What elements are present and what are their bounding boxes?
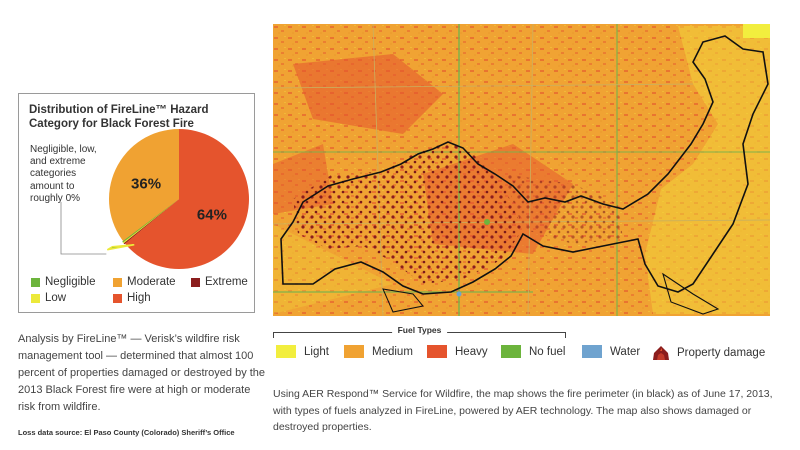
pie-slice-moderate bbox=[109, 129, 179, 244]
water-swatch bbox=[582, 345, 602, 358]
property-damage-icon bbox=[653, 346, 669, 360]
legend-swatch bbox=[191, 277, 200, 287]
loss-data-source: Loss data source: El Paso County (Colora… bbox=[18, 428, 235, 437]
fuel-legend-label: Medium bbox=[372, 345, 413, 358]
legend-swatch bbox=[31, 293, 40, 303]
fuel-legend-heavy: Heavy bbox=[427, 345, 488, 358]
fuel-legend-property-damage: Property damage bbox=[651, 345, 765, 361]
fuel-types-header: Fuel Types bbox=[273, 325, 566, 339]
legend-label: Moderate bbox=[127, 276, 176, 288]
map-caption: Using AER Respond™ Service for Wildfire,… bbox=[273, 388, 773, 433]
legend-item-moderate: Moderate bbox=[113, 276, 176, 288]
legend-item-negligible: Negligible bbox=[31, 276, 96, 288]
fuel-legend-light: Light bbox=[276, 345, 329, 358]
legend-item-high: High bbox=[113, 292, 151, 304]
light-fuel-swatch bbox=[276, 345, 296, 358]
legend-swatch bbox=[31, 277, 40, 287]
legend-label: Negligible bbox=[45, 276, 96, 288]
pie-slice-high bbox=[125, 129, 249, 269]
chart-title: Distribution of FireLine™ Hazard Categor… bbox=[29, 104, 209, 130]
fuel-types-title: Fuel Types bbox=[391, 325, 448, 335]
fuel-type-map bbox=[273, 24, 770, 316]
legend-swatch bbox=[113, 277, 122, 287]
fuel-types-legend: Light Medium Heavy No fuel Water Propert… bbox=[276, 345, 776, 365]
legend-item-low: Low bbox=[31, 292, 66, 304]
pie-slice-extreme bbox=[123, 199, 179, 245]
legend-label: Low bbox=[45, 292, 67, 304]
fuel-legend-no-fuel: No fuel bbox=[501, 345, 565, 358]
legend-item-extreme: Extreme bbox=[191, 276, 248, 288]
hazard-pie-card: Distribution of FireLine™ Hazard Categor… bbox=[18, 93, 255, 313]
fuel-legend-label: Light bbox=[304, 345, 329, 358]
pie-label-high: 64% bbox=[197, 206, 227, 223]
fuel-legend-water: Water bbox=[582, 345, 640, 358]
fuel-legend-label: Heavy bbox=[455, 345, 488, 358]
fuel-map-image bbox=[273, 24, 770, 316]
fuel-legend-label: Property damage bbox=[677, 347, 766, 359]
heavy-fuel-swatch bbox=[427, 345, 447, 358]
legend-label: Extreme bbox=[205, 276, 248, 288]
left-caption: Analysis by FireLine™ — Verisk’s wildfir… bbox=[18, 333, 266, 413]
pie-label-moderate: 36% bbox=[131, 176, 161, 193]
fuel-legend-label: Water bbox=[610, 345, 641, 358]
chart-annotation: Negligible, low, and extreme categories … bbox=[30, 144, 97, 204]
pie-slice-negligible bbox=[122, 199, 179, 243]
legend-swatch bbox=[113, 293, 122, 303]
pie-chart: 36% 64% bbox=[60, 129, 249, 269]
legend-label: High bbox=[127, 292, 151, 304]
annotation-leader-line bbox=[60, 202, 107, 255]
fuel-types-rule-tick bbox=[565, 332, 566, 338]
fuel-types-rule-tick bbox=[273, 332, 274, 338]
medium-fuel-swatch bbox=[344, 345, 364, 358]
fuel-legend-medium: Medium bbox=[344, 345, 413, 358]
zero-percent-slices-marker bbox=[106, 243, 135, 251]
no-fuel-swatch bbox=[501, 345, 521, 358]
pie-slice-low bbox=[122, 199, 179, 244]
fuel-legend-label: No fuel bbox=[529, 345, 566, 358]
